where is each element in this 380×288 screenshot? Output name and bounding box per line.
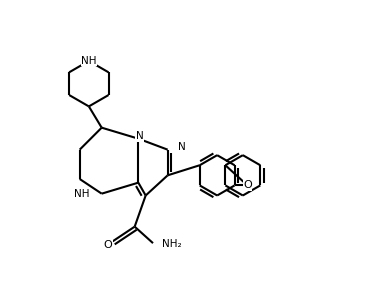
Text: N: N [136, 131, 144, 141]
Text: NH: NH [74, 189, 90, 199]
Text: N: N [178, 142, 185, 152]
Text: O: O [243, 180, 252, 190]
Text: NH: NH [81, 56, 97, 66]
Text: O: O [104, 240, 112, 250]
Text: NH₂: NH₂ [162, 240, 182, 249]
